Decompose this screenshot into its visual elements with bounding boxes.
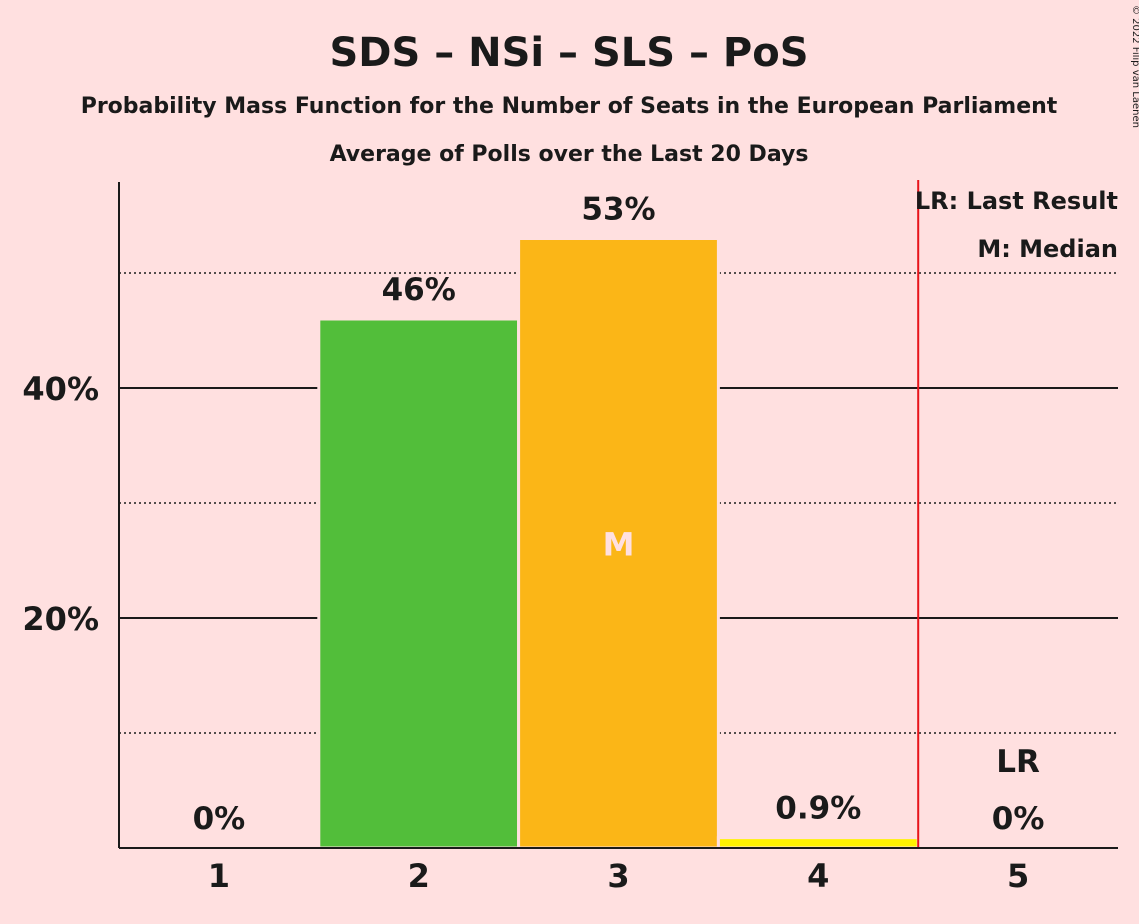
bar-seat-3	[517, 237, 720, 850]
y-tick-label-20: 20%	[22, 600, 99, 638]
legend-last-result: LR: Last Result	[915, 187, 1118, 215]
x-tick-label-2: 2	[408, 857, 430, 895]
bar-seat-4	[716, 836, 920, 850]
last-result-marker: LR	[996, 744, 1040, 780]
x-tick-label-5: 5	[1007, 857, 1029, 895]
chart-subtitle: Probability Mass Function for the Number…	[81, 94, 1058, 119]
y-tick-label-40: 40%	[22, 370, 99, 408]
data-labels: 0% 46% 53% 0.9% 0% M LR	[193, 192, 1045, 838]
value-label-seat-4: 0.9%	[775, 791, 861, 827]
value-label-seat-2: 46%	[382, 272, 456, 308]
copyright-notice: © 2022 Filip van Laenen	[1130, 5, 1139, 128]
x-tick-label-1: 1	[208, 857, 230, 895]
legend-median: M: Median	[977, 235, 1118, 263]
value-label-seat-3: 53%	[581, 192, 655, 228]
value-label-seat-5: 0%	[992, 801, 1045, 837]
value-label-seat-1: 0%	[193, 801, 246, 837]
bar-seat-2	[317, 317, 521, 850]
x-tick-label-4: 4	[807, 857, 829, 895]
median-marker: M	[603, 525, 635, 563]
x-tick-label-3: 3	[607, 857, 629, 895]
chart-subtitle-2: Average of Polls over the Last 20 Days	[330, 142, 809, 167]
axes: 20% 40% 1 2 3 4 5	[22, 180, 1118, 895]
chart-title: SDS – NSi – SLS – PoS	[329, 30, 808, 76]
